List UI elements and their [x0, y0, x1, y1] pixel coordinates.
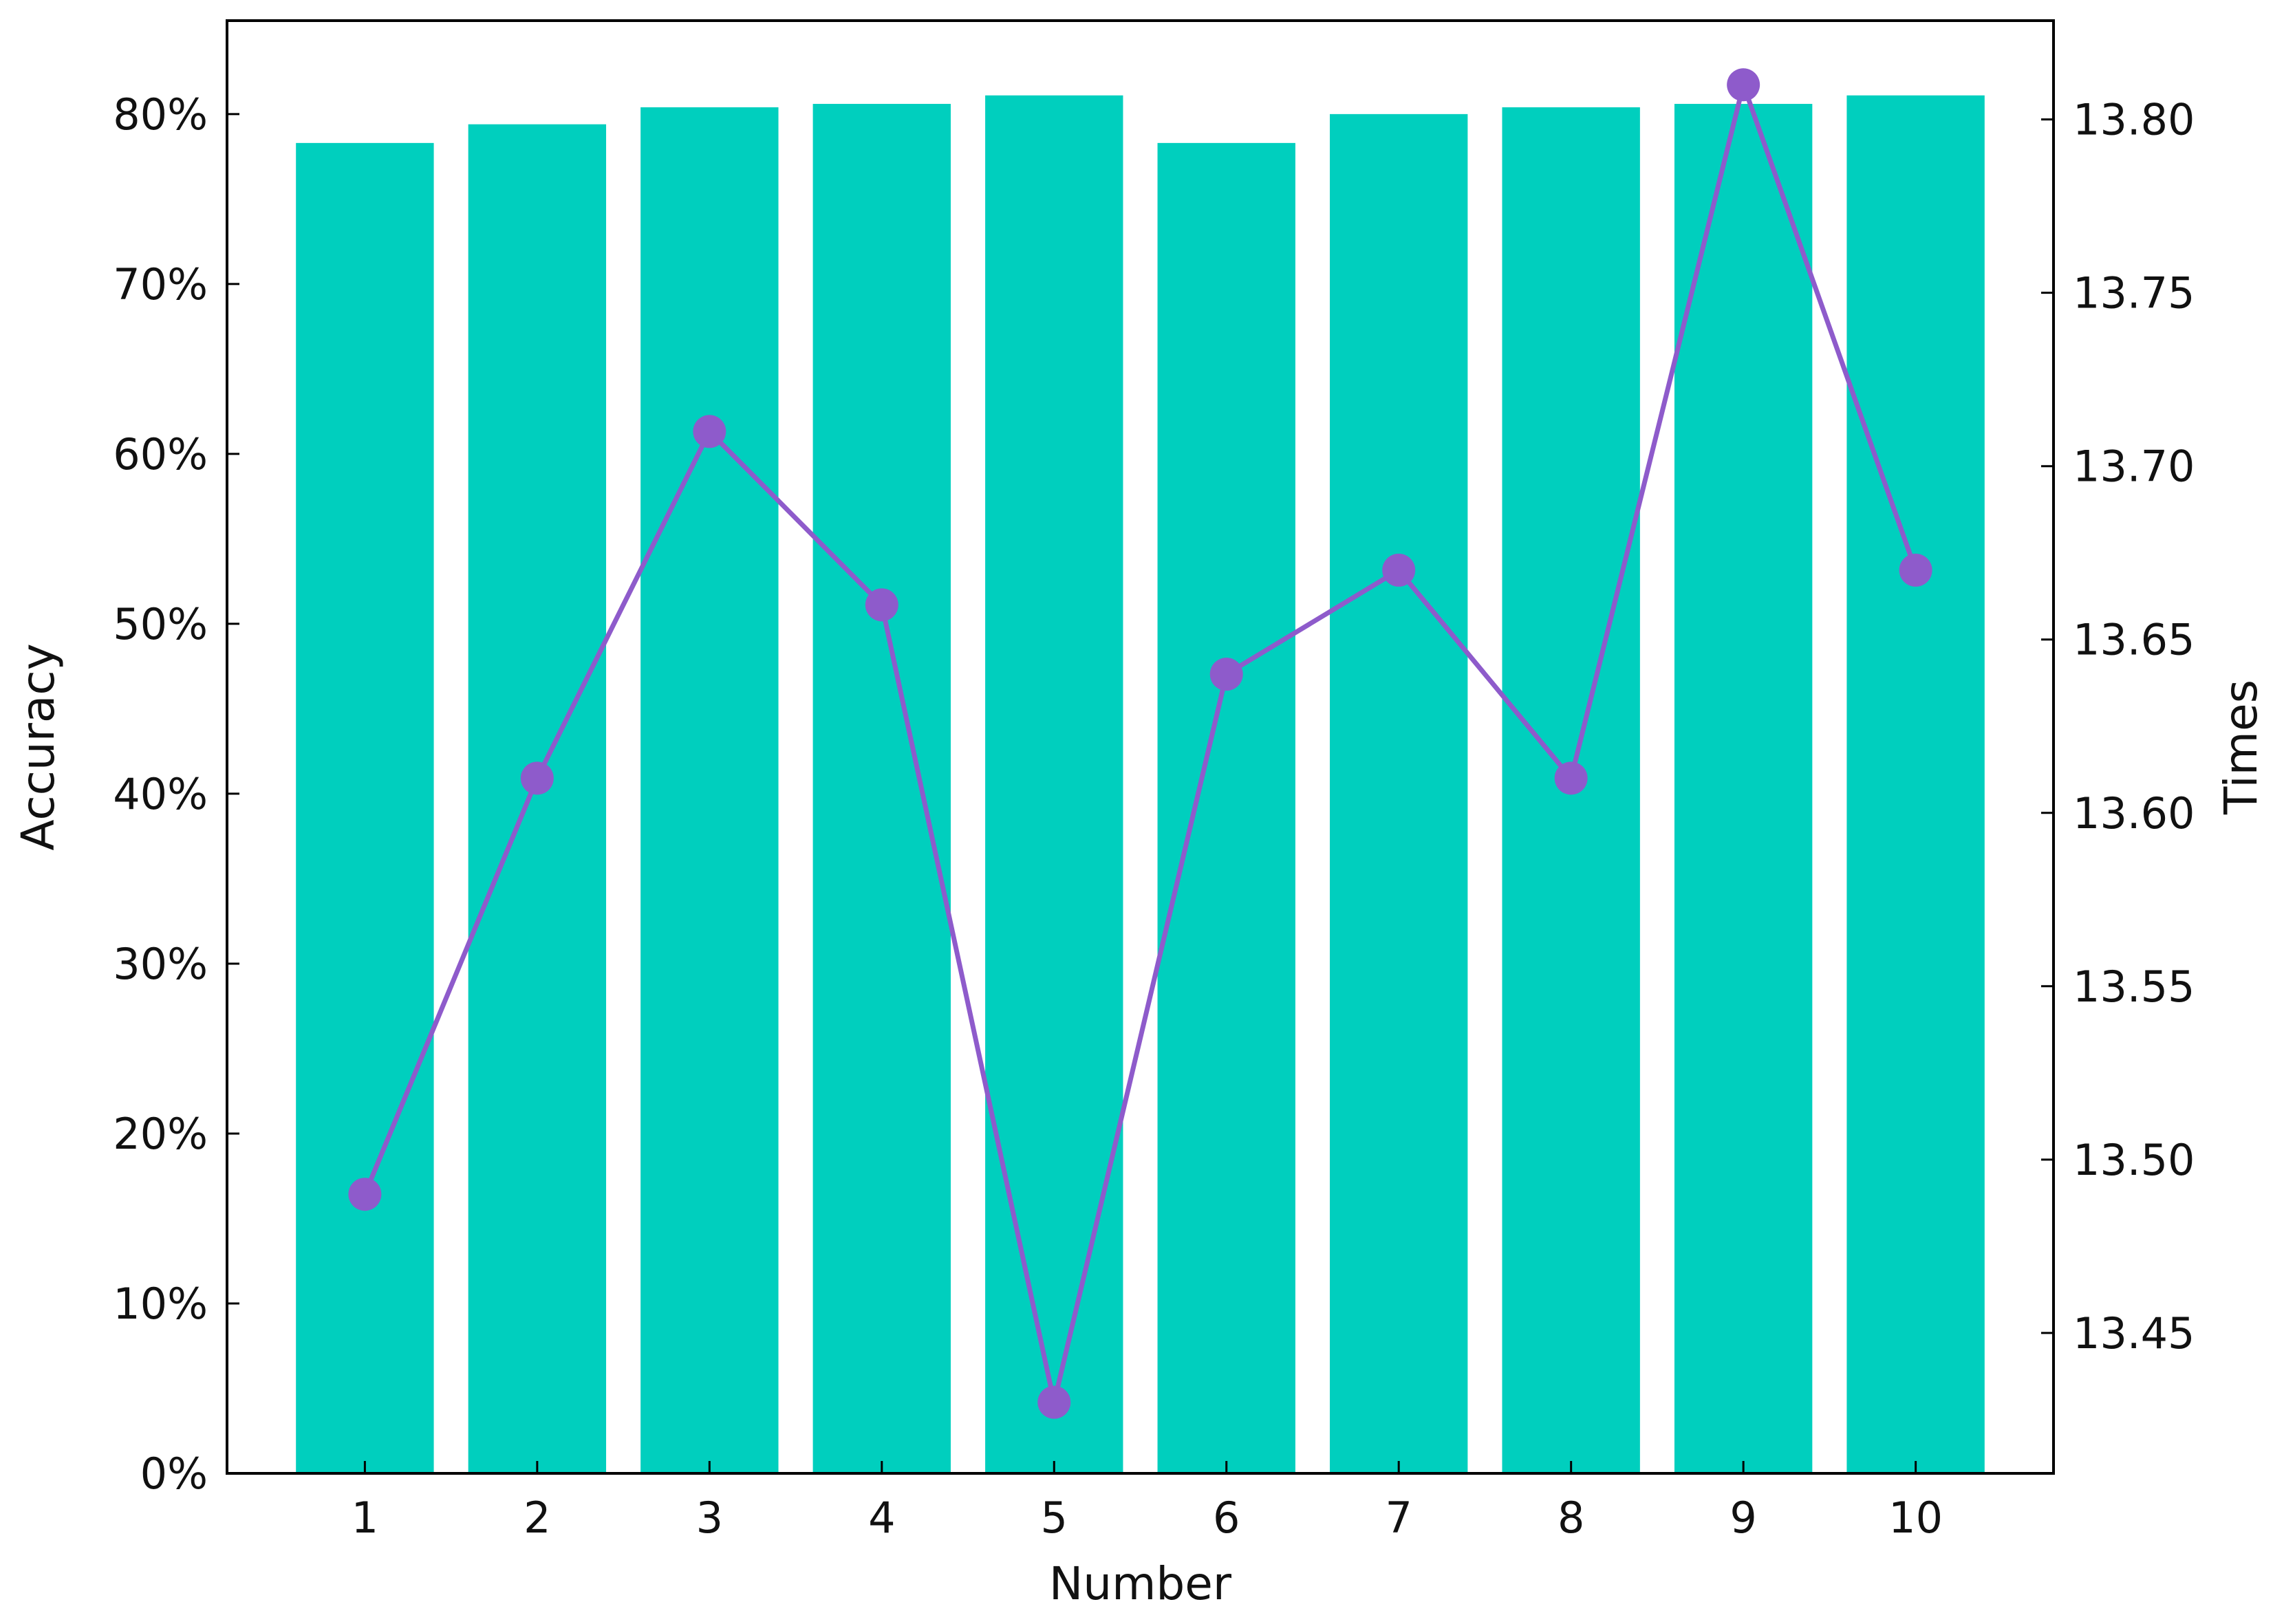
y-axis-right: 13.45 13.50 13.55 13.60 13.65 13.70 13.75 13.80 [2041, 95, 2195, 1358]
bar-1 [296, 142, 434, 1473]
y2-tick-label: 13.55 [2073, 962, 2195, 1012]
y2-tick-label: 13.75 [2073, 268, 2195, 318]
y2-tick-label: 13.80 [2073, 95, 2195, 145]
y-axis-title: Accuracy [12, 643, 65, 850]
line-series [348, 68, 1932, 1419]
y-tick-label: 20% [113, 1109, 208, 1159]
y2-axis-title: Times [2215, 680, 2267, 815]
x-tick-label: 6 [1213, 1493, 1240, 1543]
times-point-7 [1382, 553, 1416, 587]
x-tick-label: 10 [1888, 1493, 1943, 1543]
y-tick-label: 80% [113, 89, 208, 140]
times-line [363, 82, 1918, 1405]
y2-tick-label: 13.45 [2073, 1308, 2195, 1358]
x-tick-label: 9 [1730, 1493, 1756, 1543]
x-tick-label: 3 [696, 1493, 723, 1543]
times-point-6 [1209, 658, 1243, 691]
times-point-1 [348, 1178, 382, 1211]
x-axis: 1 2 3 4 5 6 7 8 9 10 [352, 1461, 1943, 1543]
times-point-2 [520, 761, 554, 795]
x-tick-label: 1 [352, 1493, 378, 1543]
y2-tick-label: 13.70 [2073, 442, 2195, 492]
x-tick-label: 8 [1558, 1493, 1584, 1543]
bar-3 [640, 107, 779, 1473]
times-point-3 [693, 415, 726, 448]
bar-series [296, 95, 1985, 1474]
bar-5 [985, 95, 1123, 1473]
y-tick-label: 10% [113, 1279, 208, 1329]
x-tick-label: 7 [1385, 1493, 1412, 1543]
y2-tick-label: 13.60 [2073, 788, 2195, 838]
times-point-5 [1037, 1385, 1071, 1419]
bar-7 [1330, 113, 1468, 1474]
y-tick-label: 70% [113, 259, 208, 310]
times-point-4 [865, 588, 898, 622]
plot-frame [226, 19, 2055, 1475]
times-point-10 [1899, 553, 1932, 587]
bar-4 [812, 104, 951, 1474]
x-tick-label: 5 [1041, 1493, 1068, 1543]
x-tick-label: 4 [868, 1493, 895, 1543]
times-point-8 [1554, 761, 1588, 795]
x-axis-title: Number [1049, 1557, 1232, 1610]
y-tick-label: 30% [113, 939, 208, 989]
bar-6 [1157, 142, 1295, 1473]
y2-tick-label: 13.65 [2073, 615, 2195, 665]
bar-10 [1846, 95, 1985, 1473]
y-tick-label: 60% [113, 429, 208, 479]
times-point-9 [1727, 68, 1760, 102]
bar-9 [1674, 104, 1813, 1474]
y-tick-label: 0% [140, 1449, 208, 1499]
y2-tick-label: 13.50 [2073, 1135, 2195, 1185]
x-tick-label: 2 [524, 1493, 550, 1543]
bar-2 [468, 124, 607, 1474]
y-axis-left: 0% 10% 20% 30% 40% 50% 60% 70% 80% [113, 89, 239, 1499]
y-tick-label: 50% [113, 599, 208, 649]
y-tick-label: 40% [113, 769, 208, 819]
